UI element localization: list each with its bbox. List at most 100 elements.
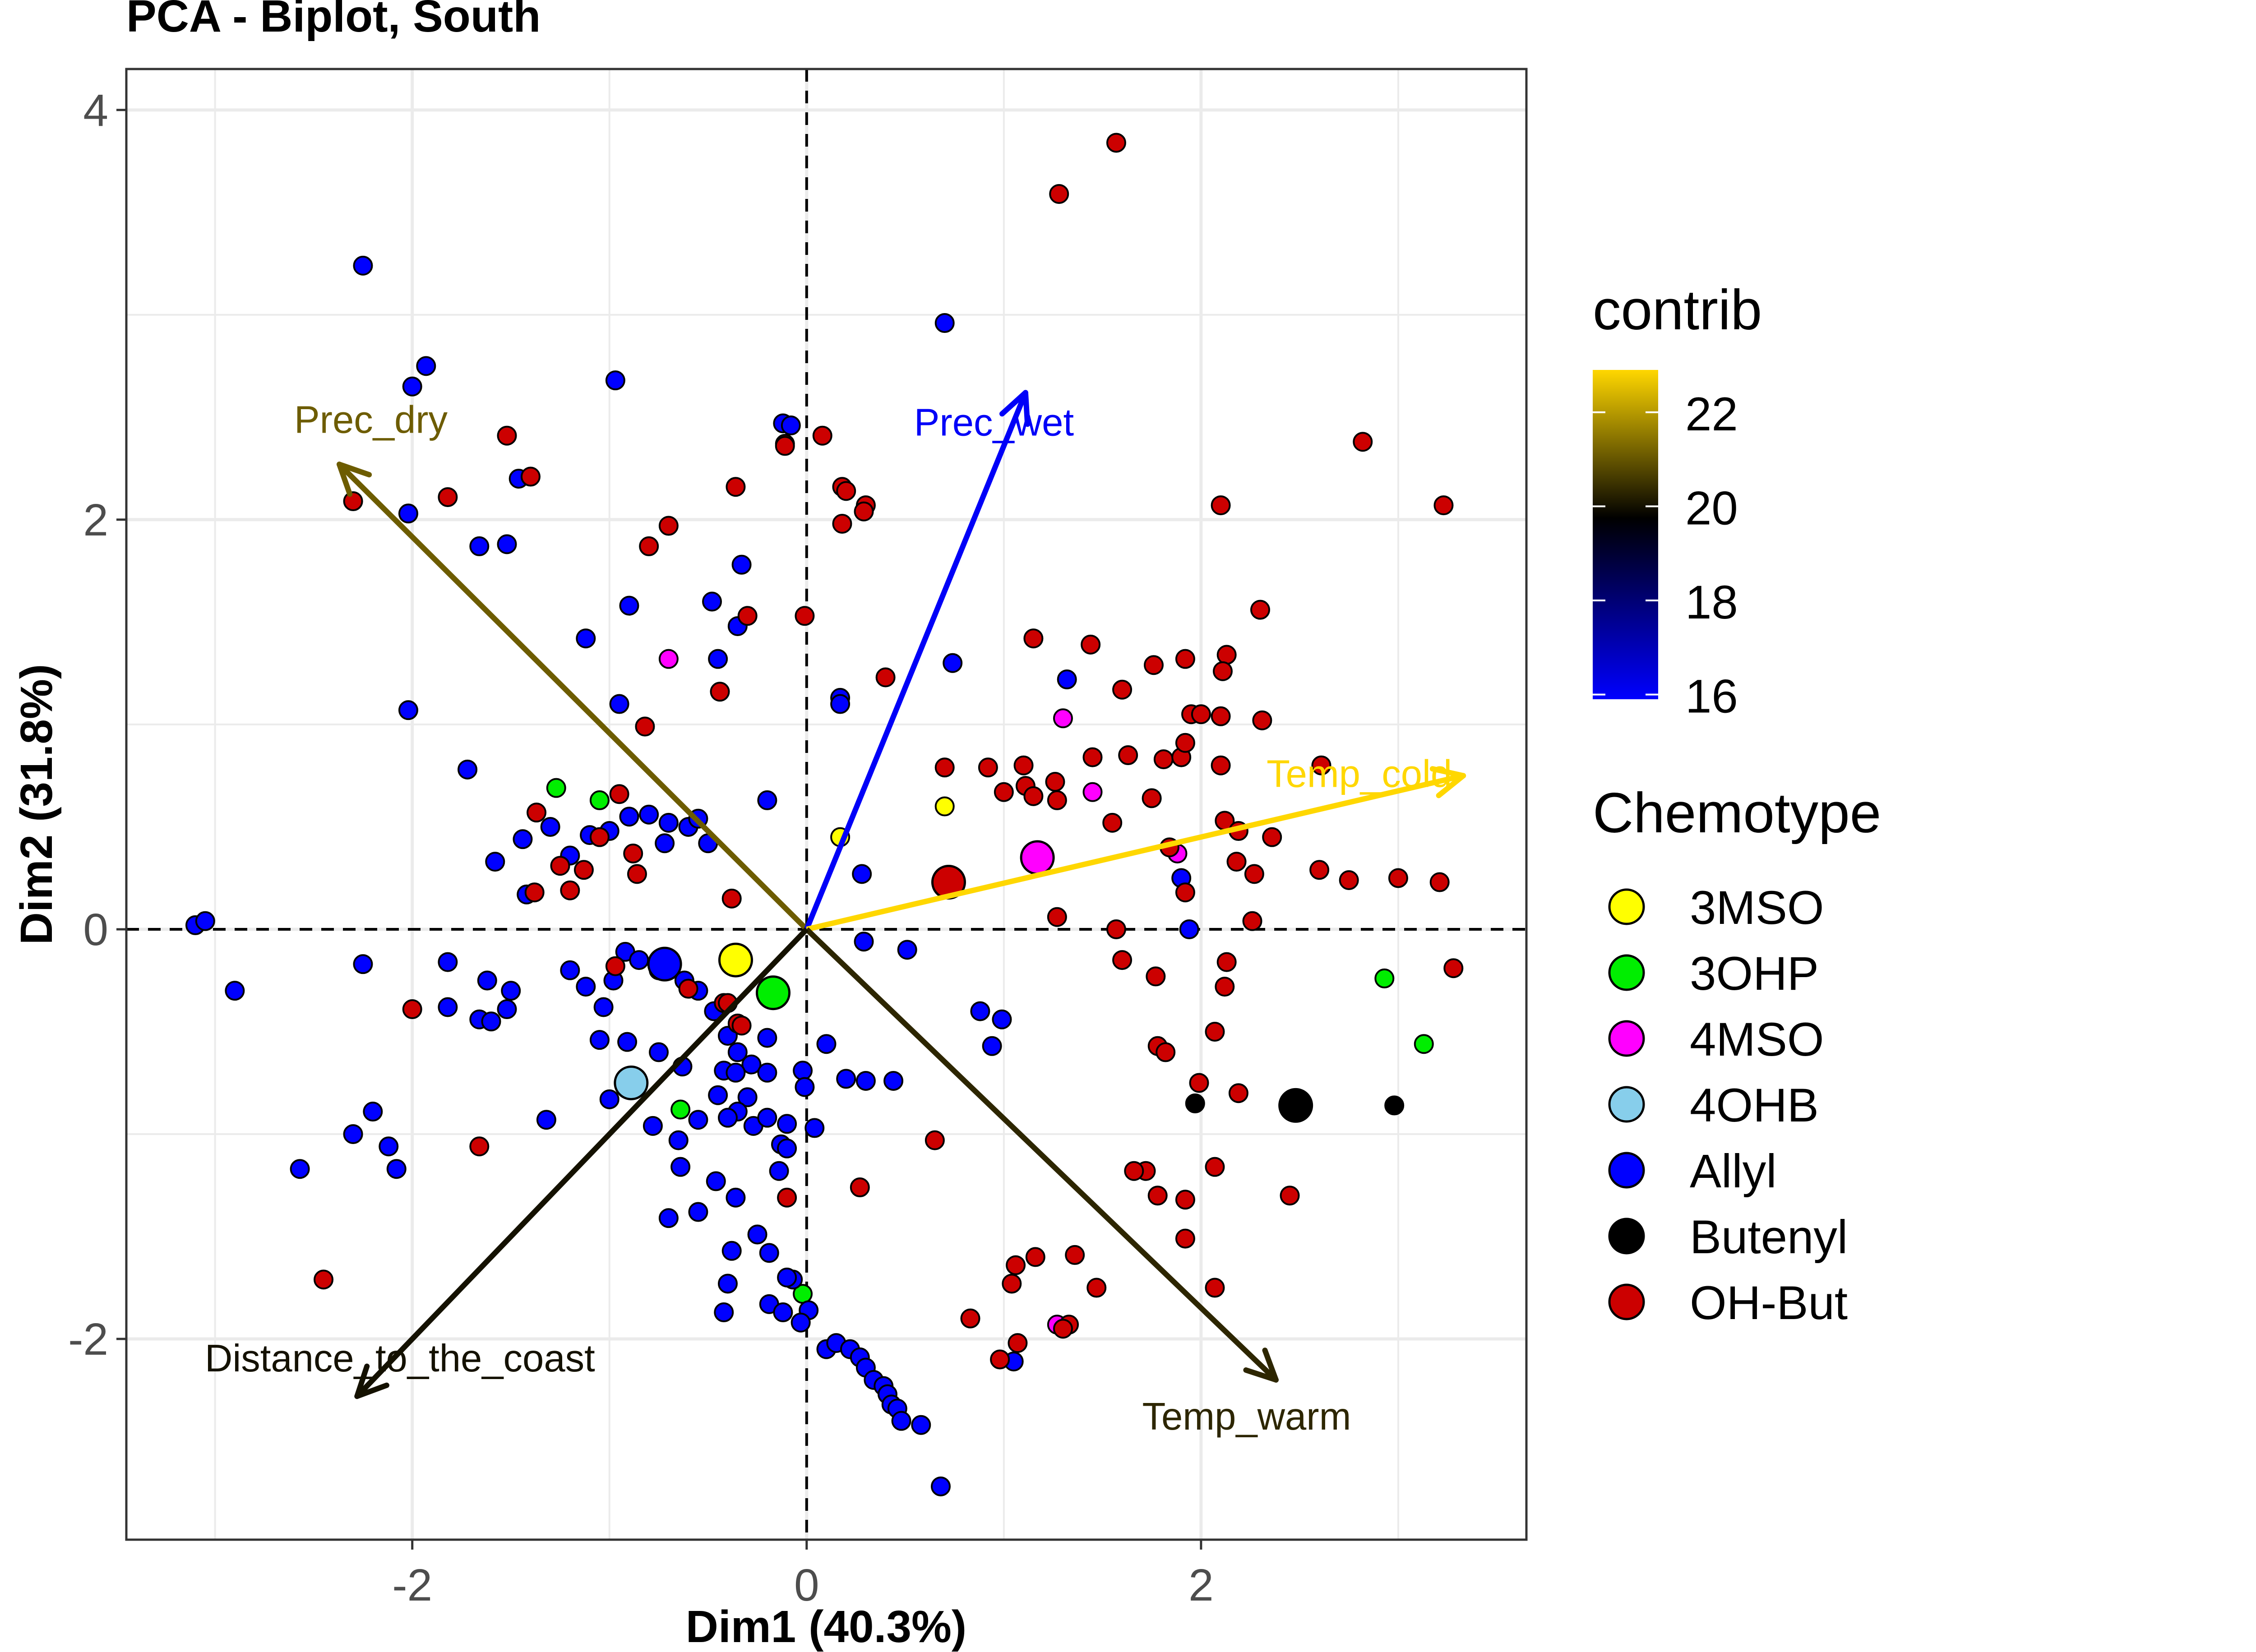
data-point: [717, 1274, 738, 1294]
data-point: [1025, 1247, 1045, 1267]
data-point: [576, 628, 596, 649]
group-centroid-point: [614, 1065, 649, 1100]
y-axis-tick-label: -2: [68, 1314, 108, 1365]
data-point: [1143, 655, 1164, 675]
data-point: [757, 1028, 777, 1048]
data-point: [609, 784, 629, 804]
data-point: [960, 1308, 980, 1329]
data-point: [1102, 812, 1123, 833]
legend-label: Allyl: [1690, 1145, 1777, 1198]
data-point: [741, 1054, 762, 1075]
chart-title: PCA - Biplot, South: [126, 0, 541, 42]
data-point: [710, 682, 730, 702]
data-point: [747, 1224, 767, 1245]
data-point: [1175, 882, 1195, 903]
data-point: [891, 1411, 911, 1431]
y-axis-label: Dim2 (31.8%): [11, 664, 62, 945]
data-point: [777, 1138, 797, 1158]
data-point: [1124, 1161, 1144, 1181]
data-point: [560, 880, 580, 900]
data-point: [469, 536, 490, 556]
data-point: [1433, 495, 1454, 516]
data-point: [639, 804, 659, 825]
y-axis-tick-label: 2: [83, 495, 108, 545]
variable-label: Temp_cold: [1267, 752, 1452, 795]
data-point: [855, 1071, 876, 1091]
variable-arrow-head: [1429, 766, 1466, 779]
variable-arrow: [806, 773, 1464, 932]
colorbar-tick-label: 20: [1685, 482, 1738, 535]
legend-label: 3OHP: [1690, 947, 1819, 1000]
data-point: [599, 1089, 619, 1109]
data-point: [925, 1130, 945, 1150]
data-point: [402, 999, 422, 1020]
data-point: [836, 481, 856, 501]
legend-key: [1608, 1283, 1645, 1320]
grid-lines: [126, 69, 1526, 1540]
data-point: [363, 1102, 383, 1122]
group-centroid-point: [755, 975, 791, 1011]
data-point: [1082, 782, 1103, 802]
data-point: [1339, 870, 1359, 890]
data-point: [576, 977, 596, 997]
data-point: [737, 606, 758, 626]
variable-arrow: [337, 462, 809, 932]
contrib-colorbar: [1593, 370, 1658, 699]
data-point: [1013, 755, 1034, 775]
data-point: [398, 503, 418, 524]
contrib-legend-title: contrib: [1593, 279, 1762, 341]
legend-key: [1608, 1020, 1645, 1057]
data-point: [1008, 1333, 1028, 1353]
data-point: [1226, 852, 1247, 872]
data-point: [726, 1187, 746, 1208]
legend-label: 4OHB: [1690, 1079, 1819, 1132]
data-point: [1215, 977, 1235, 997]
group-centroid-point: [1278, 1088, 1313, 1123]
data-point: [540, 817, 560, 837]
chemotype-legend-items: 3MSO 3OHP 4MSO 4OHB Allyl Butenyl OH-But: [1608, 881, 1848, 1329]
data-point: [438, 952, 458, 972]
colorbar-tick-label: 16: [1685, 670, 1738, 723]
data-point: [1106, 133, 1126, 153]
data-point: [911, 1415, 931, 1435]
data-point: [717, 1107, 738, 1128]
data-point: [589, 790, 610, 810]
data-point: [481, 1011, 501, 1032]
variable-label: Distance_to_the_coast: [205, 1337, 595, 1380]
data-point: [623, 843, 643, 863]
data-point: [688, 1110, 708, 1130]
data-point: [1205, 1021, 1225, 1042]
data-point: [668, 1130, 689, 1150]
data-point: [353, 954, 373, 974]
data-point: [757, 790, 777, 810]
data-point: [726, 1062, 746, 1083]
variable-arrow: [355, 927, 809, 1398]
data-point: [589, 827, 610, 847]
data-point: [982, 1036, 1002, 1056]
x-axis-tick-label: 0: [794, 1560, 819, 1610]
data-point: [970, 1001, 990, 1021]
data-point: [721, 888, 742, 909]
data-point: [702, 591, 722, 612]
data-point: [1280, 1186, 1300, 1206]
data-point: [1112, 950, 1133, 970]
data-point: [485, 852, 505, 872]
data-point: [816, 1034, 837, 1054]
data-point: [527, 803, 547, 823]
variable-arrow-head: [337, 461, 372, 478]
data-point: [1414, 1034, 1434, 1054]
data-point: [617, 1032, 638, 1052]
data-point: [402, 376, 422, 397]
data-point: [619, 595, 639, 616]
data-point: [658, 516, 679, 536]
data-point: [708, 649, 728, 669]
data-point: [854, 932, 874, 952]
data-point: [1242, 911, 1262, 931]
data-point: [520, 466, 541, 487]
variable-label: Temp_warm: [1142, 1395, 1351, 1438]
data-point: [737, 1087, 758, 1107]
data-point: [1388, 868, 1408, 888]
data-point: [524, 882, 545, 903]
data-point: [934, 313, 955, 333]
